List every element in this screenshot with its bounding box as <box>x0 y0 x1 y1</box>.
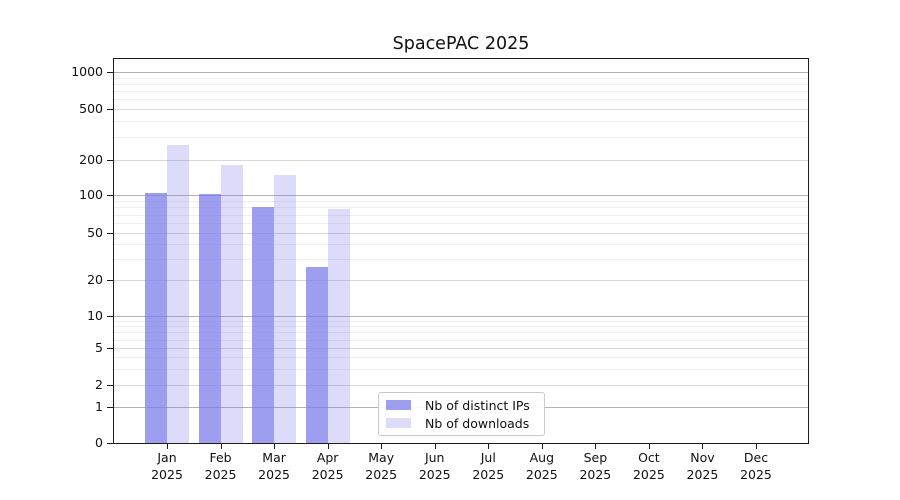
y-tick-label: 1 <box>95 399 103 414</box>
y-tick-label: 500 <box>79 101 103 116</box>
gridline-minor <box>114 320 808 322</box>
gridline <box>114 195 808 196</box>
y-tick-mark <box>107 316 114 317</box>
gridline-minor <box>114 259 808 261</box>
x-tick-label: Mar 2025 <box>258 450 290 482</box>
gridline-minor <box>114 332 808 334</box>
y-tick-mark <box>107 160 114 161</box>
x-tick-label: Feb 2025 <box>204 450 237 482</box>
gridline-minor <box>114 368 808 370</box>
x-tick-mark <box>595 444 596 449</box>
bar-downloads <box>327 208 350 443</box>
gridline-minor <box>114 207 808 209</box>
y-tick-mark <box>107 385 114 386</box>
x-tick-label: Aug 2025 <box>525 450 558 482</box>
y-tick-label: 10 <box>87 308 103 323</box>
y-tick-mark <box>107 348 114 349</box>
gridline-minor <box>114 200 808 202</box>
x-tick-mark <box>702 444 703 449</box>
gridline-minor <box>114 91 808 93</box>
x-tick-mark <box>221 444 222 449</box>
plot-area <box>113 58 809 444</box>
gridline-minor <box>114 121 808 123</box>
x-tick-mark <box>649 444 650 449</box>
bar-distinct-ips <box>198 194 221 443</box>
bar-distinct-ips <box>305 266 328 443</box>
x-tick-label: Jun 2025 <box>418 450 451 482</box>
x-tick-label: Apr 2025 <box>311 450 344 482</box>
gridline-minor <box>114 244 808 246</box>
x-tick-mark <box>756 444 757 449</box>
x-tick-label: May 2025 <box>365 450 398 482</box>
gridline-minor <box>114 137 808 139</box>
gridline <box>114 385 808 386</box>
bar-distinct-ips <box>145 192 167 443</box>
legend-label: Nb of downloads <box>425 415 530 431</box>
bar-downloads <box>274 174 297 443</box>
y-tick-label: 200 <box>79 152 103 167</box>
gridline-minor <box>114 99 808 101</box>
gridline <box>114 72 808 73</box>
chart-title: SpacePAC 2025 <box>392 34 530 54</box>
y-tick-mark <box>107 407 114 408</box>
x-tick-label: Sep 2025 <box>579 450 612 482</box>
gridline-minor <box>114 77 808 79</box>
gridline <box>114 109 808 110</box>
gridline <box>114 160 808 161</box>
y-tick-label: 0 <box>95 435 103 450</box>
x-tick-mark <box>488 444 489 449</box>
x-tick-label: Jul 2025 <box>472 450 505 482</box>
y-tick-label: 50 <box>87 225 103 240</box>
legend-entry: Nb of distinct IPs <box>386 399 544 412</box>
legend: Nb of distinct IPs Nb of downloads <box>378 392 545 436</box>
gridline <box>114 348 808 349</box>
y-tick-label: 1000 <box>71 64 103 79</box>
y-tick-label: 20 <box>87 272 103 287</box>
x-tick-mark <box>328 444 329 449</box>
y-tick-mark <box>107 109 114 110</box>
gridline-minor <box>114 83 808 85</box>
y-tick-mark <box>107 72 114 73</box>
x-tick-label: Oct 2025 <box>632 450 665 482</box>
gridline-minor <box>114 339 808 341</box>
legend-label: Nb of distinct IPs <box>425 397 530 413</box>
x-tick-label: Nov 2025 <box>686 450 719 482</box>
x-tick-mark <box>435 444 436 449</box>
y-tick-label: 100 <box>79 187 103 202</box>
gridline-minor <box>114 326 808 328</box>
y-tick-label: 5 <box>95 340 103 355</box>
legend-swatch-icon <box>386 418 411 428</box>
y-tick-mark <box>107 233 114 234</box>
x-tick-mark <box>381 444 382 449</box>
x-tick-mark <box>274 444 275 449</box>
gridline <box>114 280 808 281</box>
gridline-minor <box>114 357 808 358</box>
y-tick-mark <box>107 443 114 444</box>
x-tick-label: Jan 2025 <box>151 450 183 482</box>
legend-entry: Nb of downloads <box>386 417 544 430</box>
x-tick-mark <box>167 444 168 449</box>
x-tick-mark <box>542 444 543 449</box>
legend-swatch-icon <box>386 400 411 410</box>
y-tick-label: 2 <box>95 377 103 392</box>
gridline-minor <box>114 223 808 224</box>
gridline <box>114 233 808 234</box>
x-tick-label: Dec 2025 <box>740 450 772 482</box>
bar-downloads <box>220 165 243 443</box>
gridline-minor <box>114 214 808 216</box>
bar-downloads <box>167 145 189 443</box>
bar-distinct-ips <box>252 206 275 443</box>
gridline <box>114 316 808 317</box>
y-tick-mark <box>107 195 114 196</box>
y-tick-mark <box>107 280 114 281</box>
